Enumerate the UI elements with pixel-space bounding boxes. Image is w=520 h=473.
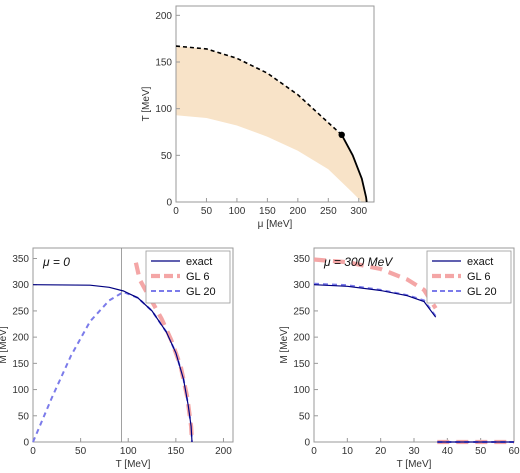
x-tick-label: 50: [475, 446, 487, 457]
x-tick-label: 20: [375, 446, 387, 457]
x-tick-label: 100: [229, 206, 246, 217]
critical-point: [338, 131, 345, 138]
legend-label: GL 6: [467, 271, 490, 283]
x-tick-label: 50: [75, 446, 87, 457]
x-tick-label: 60: [508, 446, 520, 457]
y-tick-label: 200: [12, 333, 29, 344]
y-axis-label: M [MeV]: [0, 326, 9, 363]
y-axis-label: T [MeV]: [141, 86, 152, 121]
x-tick-label: 200: [215, 446, 232, 457]
series-line-exact: [313, 284, 437, 318]
legend-label: exact: [467, 256, 493, 268]
x-axis-label: T [MeV]: [397, 459, 432, 470]
chart-mass-mu300: 0 10 20 30 40 50 60 0 50 100 150 200 250 300 350 T [MeV…: [279, 247, 520, 470]
y-tick-label: 150: [12, 359, 29, 370]
x-axis-label: T [MeV]: [116, 459, 151, 470]
chart-mass-mu0: 0 50 100 150 200 0 50 100 150 200 250 300 350 T [MeV]…: [0, 247, 234, 470]
x-tick-label: 10: [342, 446, 354, 457]
y-axis-label: M [MeV]: [279, 326, 290, 363]
chart-phase-diagram: 0 50 100 150 200 250 300 0 50 100 150 200 μ [MeV] T […: [141, 5, 375, 230]
uncertainty-band: [176, 46, 368, 202]
plot-frame: [32, 247, 234, 443]
first-order-line: [340, 134, 368, 203]
x-tick-label: 150: [259, 206, 276, 217]
series-line-gl-20: [313, 282, 437, 317]
legend: exact GL 6 GL 20: [145, 250, 231, 304]
y-tick-label: 300: [293, 280, 310, 291]
y-tick-label: 250: [12, 306, 29, 317]
y-tick-label: 200: [293, 333, 310, 344]
y-tick-label: 50: [161, 151, 173, 162]
x-tick-label: 200: [290, 206, 307, 217]
y-tick-label: 50: [18, 411, 30, 422]
panel-annotation: μ = 0: [42, 255, 70, 269]
legend-label: exact: [186, 256, 212, 268]
y-tick-label: 200: [155, 11, 172, 22]
y-tick-label: 100: [12, 385, 29, 396]
x-axis-label: μ [MeV]: [258, 219, 293, 230]
x-tick-label: 0: [311, 446, 317, 457]
y-tick-label: 350: [293, 254, 310, 265]
x-tick-label: 150: [168, 446, 185, 457]
legend-label: GL 6: [186, 271, 209, 283]
y-tick-label: 250: [293, 306, 310, 317]
series-line-exact: [32, 284, 193, 443]
y-tick-label: 50: [299, 411, 311, 422]
y-tick-label: 0: [166, 198, 172, 209]
y-tick-label: 150: [155, 58, 172, 69]
x-tick-label: 40: [442, 446, 454, 457]
x-tick-label: 30: [408, 446, 420, 457]
legend-label: GL 20: [186, 286, 216, 298]
y-tick-label: 100: [293, 385, 310, 396]
plot-frame: [175, 5, 375, 203]
y-tick-label: 0: [23, 438, 29, 449]
y-tick-label: 150: [293, 359, 310, 370]
x-tick-label: 0: [173, 206, 179, 217]
y-tick-label: 300: [12, 280, 29, 291]
legend-label: GL 20: [467, 286, 497, 298]
y-tick-label: 350: [12, 254, 29, 265]
panel-annotation: μ = 300 MeV: [323, 255, 393, 269]
crossover-line-dashed: [175, 45, 343, 136]
y-tick-label: 0: [304, 438, 310, 449]
x-tick-label: 300: [350, 206, 367, 217]
x-tick-label: 100: [120, 446, 137, 457]
x-tick-label: 250: [320, 206, 337, 217]
y-tick-label: 100: [155, 104, 172, 115]
x-tick-label: 0: [30, 446, 36, 457]
series-line-gl-20: [32, 290, 193, 443]
legend: exact GL 6 GL 20: [426, 250, 512, 304]
x-tick-label: 50: [201, 206, 213, 217]
series-line-gl-6: [313, 257, 438, 310]
